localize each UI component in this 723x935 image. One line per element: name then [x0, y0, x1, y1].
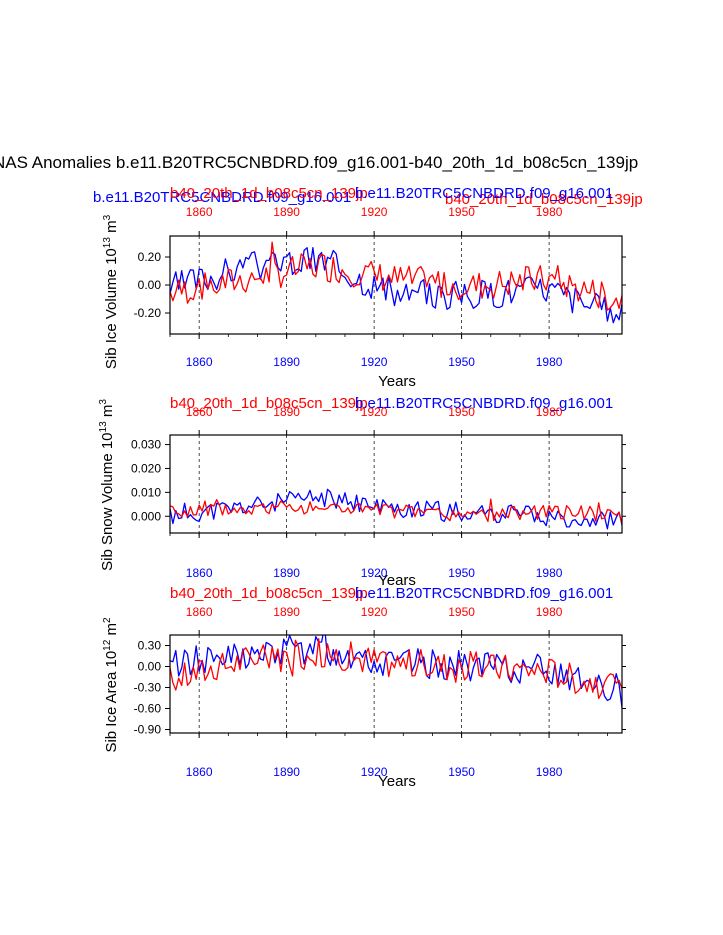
panel3-top-x-ticks: 1860 1890 1920 1950 1980 — [186, 605, 563, 635]
top-x-tick-label: 1860 — [186, 405, 213, 419]
panel3-top-title-blue: b.e11.B20TRC5CNBDRD.f09_g16.001 — [355, 585, 613, 602]
series-line-blue — [170, 247, 622, 324]
panel-snow-volume: b40_20th_1d_b08c5cn_139jp b.e11.B20TRC5C… — [98, 395, 626, 589]
y-tick-label: 0.00 — [138, 660, 162, 674]
page-title: NAS Anomalies b.e11.B20TRC5CNBDRD.f09_g1… — [0, 150, 723, 176]
panel2-top-title-blue: b.e11.B20TRC5CNBDRD.f09_g16.001 — [355, 395, 613, 412]
series-line-blue — [170, 635, 622, 708]
bottom-x-tick-label: 1890 — [273, 566, 300, 580]
panel-ice-area: b40_20th_1d_b08c5cn_139jp b.e11.B20TRC5C… — [102, 585, 626, 790]
y-tick-label: 0.020 — [131, 461, 161, 475]
panel1-gridlines — [198, 236, 550, 334]
top-x-tick-label: 1950 — [448, 205, 475, 219]
panel3-ylabel: Sib Ice Area 1012 m2 — [102, 617, 120, 753]
panel3-series — [170, 635, 622, 708]
bottom-x-tick-label: 1950 — [448, 355, 475, 369]
top-x-tick-label: 1890 — [273, 205, 300, 219]
panel1-series — [170, 241, 622, 324]
panel1-title-red: b40_20th_1d_b08c5cn_139jp — [445, 191, 643, 208]
top-x-tick-label: 1860 — [186, 205, 213, 219]
panel1-ylabel: Sib Ice Volume 1013 m3 — [102, 214, 120, 369]
top-x-tick-label: 1890 — [273, 605, 300, 619]
bottom-x-tick-label: 1890 — [273, 765, 300, 779]
y-tick-label: -0.90 — [134, 723, 162, 737]
panel2-gridlines — [198, 435, 550, 533]
bottom-x-tick-label: 1920 — [361, 355, 388, 369]
series-line-red — [170, 241, 622, 311]
top-x-tick-label: 1980 — [536, 605, 563, 619]
top-x-tick-label: 1890 — [273, 405, 300, 419]
panel2-top-x-ticks: 1860 1890 1920 1950 1980 — [186, 405, 563, 435]
page-title-text: NAS Anomalies b.e11.B20TRC5CNBDRD.f09_g1… — [0, 153, 639, 172]
bottom-x-tick-label: 1950 — [448, 765, 475, 779]
panel1-title-blue: b.e11.B20TRC5CNBDRD.f09_g16.001 — [93, 189, 351, 206]
panel1-top-title-blue: b.e11.B20TRC5CNBDRD.f09_g16.001 — [355, 185, 613, 202]
top-x-tick-label: 1860 — [186, 605, 213, 619]
y-tick-label: -0.20 — [134, 306, 162, 320]
bottom-x-tick-label: 1950 — [448, 566, 475, 580]
panel2-top-title-red: b40_20th_1d_b08c5cn_139jp — [170, 395, 368, 412]
y-tick-label: -0.60 — [134, 702, 162, 716]
panel3-gridlines — [198, 635, 550, 733]
bottom-x-tick-label: 1920 — [361, 566, 388, 580]
panel2-ylabel: Sib Snow Volume 1013 m3 — [98, 399, 116, 571]
bottom-x-tick-label: 1980 — [536, 355, 563, 369]
bottom-x-tick-label: 1920 — [361, 765, 388, 779]
panel1-top-x-ticks: 1860 1890 1920 1950 1980 — [186, 205, 563, 236]
y-tick-label: -0.30 — [134, 681, 162, 695]
bottom-x-tick-label: 1980 — [536, 765, 563, 779]
panel1-y-axis: -0.20 0.00 0.20 — [134, 250, 626, 320]
top-x-tick-label: 1980 — [536, 205, 563, 219]
panel2-y-axis: 0.000 0.010 0.020 0.030 — [131, 438, 626, 523]
panel2-series — [170, 488, 622, 530]
top-x-tick-label: 1920 — [361, 605, 388, 619]
top-x-tick-label: 1950 — [448, 405, 475, 419]
y-tick-label: 0.000 — [131, 509, 161, 523]
panel3-top-title-red: b40_20th_1d_b08c5cn_139jp — [170, 585, 368, 602]
top-x-tick-label: 1980 — [536, 405, 563, 419]
bottom-x-tick-label: 1890 — [273, 355, 300, 369]
panel1-top-title-red: b40_20th_1d_b08c5cn_139jp — [170, 185, 368, 202]
panel1-bottom-x-ticks: 1860 1890 1920 1950 1980 — [169, 334, 608, 369]
panel1-plot-frame — [169, 235, 623, 335]
series-line-red — [170, 498, 622, 525]
panel3-bottom-x-ticks: 1860 1890 1920 1950 1980 — [169, 733, 608, 779]
y-tick-label: 0.010 — [131, 485, 161, 499]
panel3-y-axis: -0.90 -0.60 -0.30 0.00 0.30 — [134, 639, 626, 737]
panel1-xlabel: Years — [378, 373, 416, 390]
bottom-x-tick-label: 1860 — [186, 566, 213, 580]
panel2-plot-frame — [169, 434, 623, 534]
y-tick-label: 0.20 — [138, 250, 162, 264]
y-tick-label: 0.00 — [138, 278, 162, 292]
bottom-x-tick-label: 1860 — [186, 355, 213, 369]
top-x-tick-label: 1920 — [361, 405, 388, 419]
top-x-tick-label: 1950 — [448, 605, 475, 619]
series-line-red — [170, 638, 622, 700]
bottom-x-tick-label: 1980 — [536, 566, 563, 580]
top-x-tick-label: 1920 — [361, 205, 388, 219]
panel2-xlabel: Years — [378, 572, 416, 589]
bottom-x-tick-label: 1860 — [186, 765, 213, 779]
panel3-plot-frame — [169, 634, 623, 734]
panel2-bottom-x-ticks: 1860 1890 1920 1950 1980 — [169, 533, 608, 580]
series-line-blue — [170, 488, 622, 530]
panel-ice-volume: b.e11.B20TRC5CNBDRD.f09_g16.001 b40_20th… — [93, 185, 643, 390]
y-tick-label: 0.030 — [131, 438, 161, 452]
y-tick-label: 0.30 — [138, 639, 162, 653]
panel3-xlabel: Years — [378, 773, 416, 790]
